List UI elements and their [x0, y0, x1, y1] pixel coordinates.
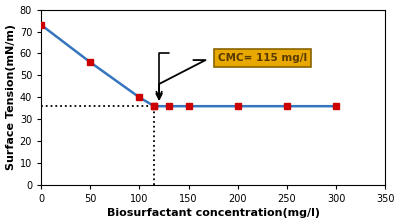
Text: CMC= 115 mg/l: CMC= 115 mg/l — [218, 53, 307, 63]
X-axis label: Biosurfactant concentration(mg/l): Biosurfactant concentration(mg/l) — [107, 209, 320, 218]
Y-axis label: Surface Tension(mN/m): Surface Tension(mN/m) — [6, 24, 16, 170]
